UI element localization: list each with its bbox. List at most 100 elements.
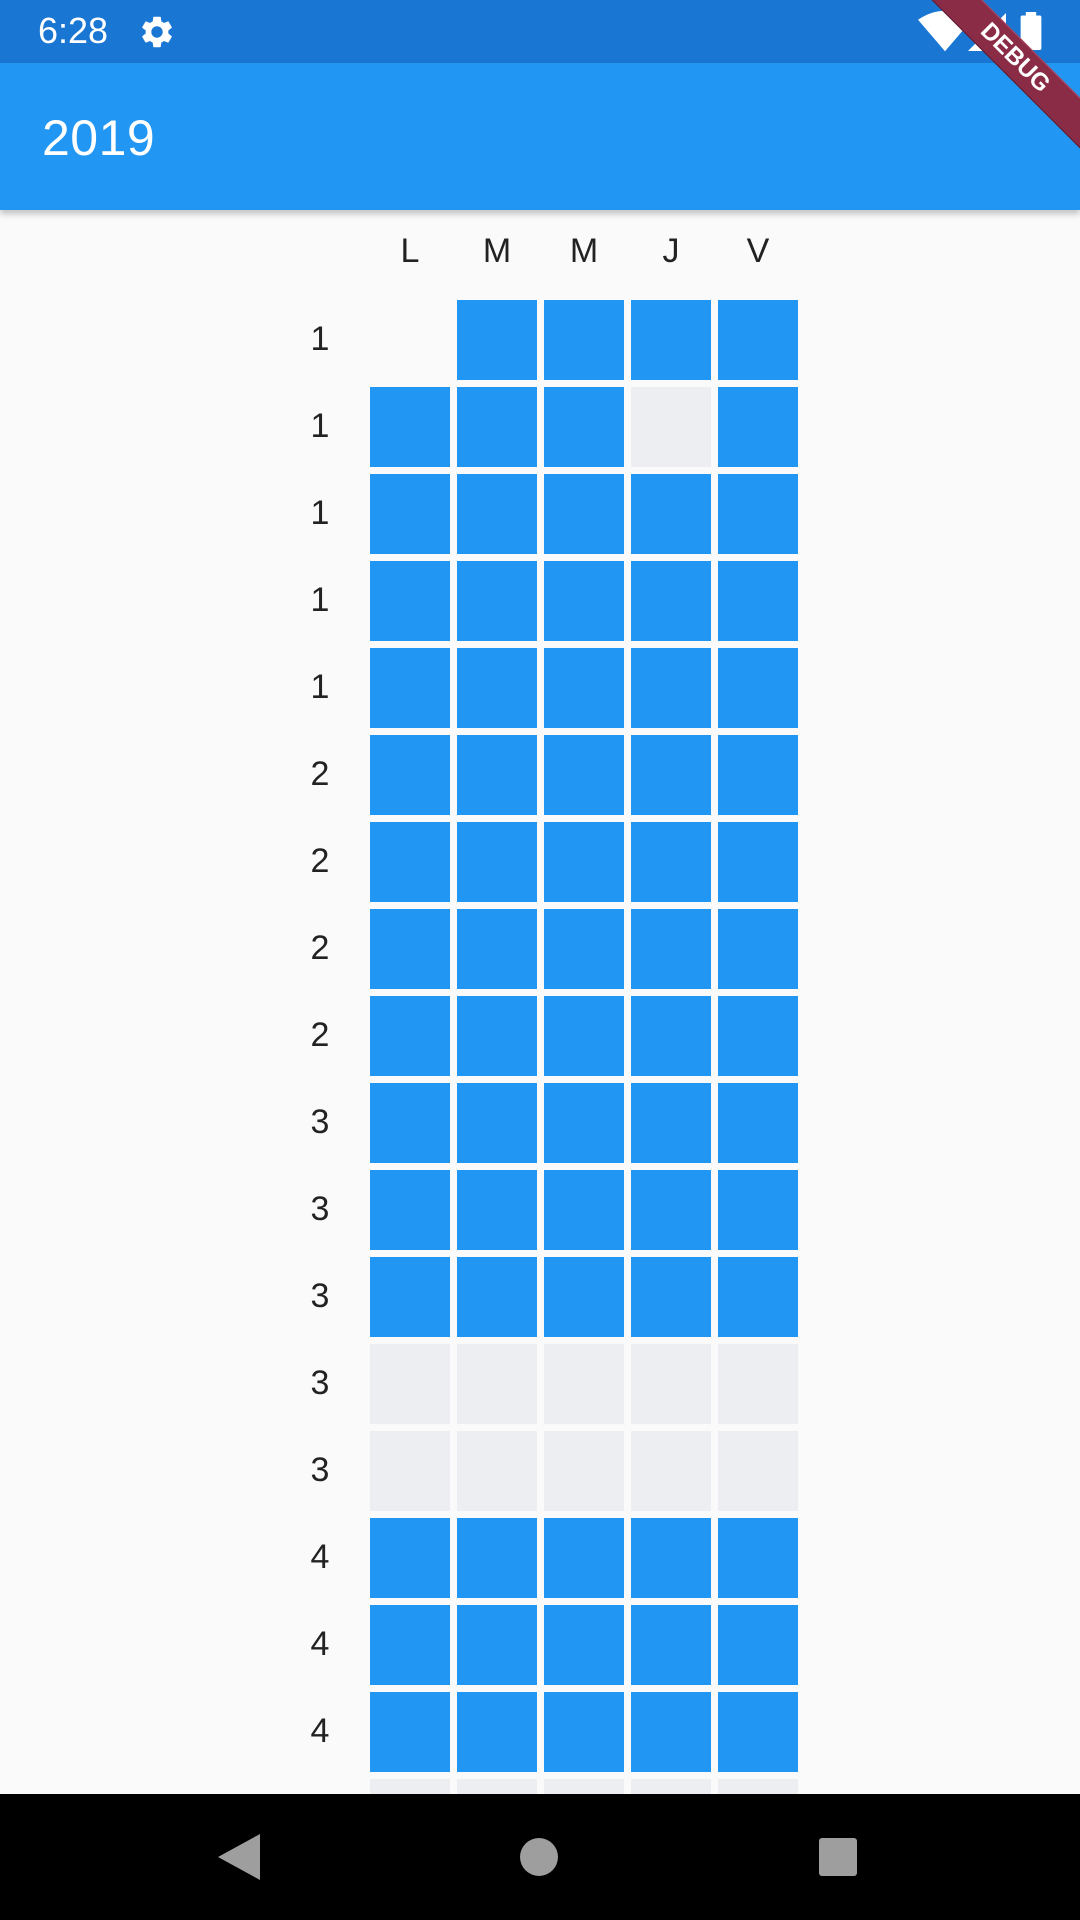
- day-cell-filled[interactable]: [631, 1692, 711, 1772]
- day-cell-empty[interactable]: [718, 1779, 798, 1794]
- day-cell-filled[interactable]: [457, 1605, 537, 1685]
- row-label: 3: [310, 1103, 330, 1141]
- day-cell-filled[interactable]: [544, 909, 624, 989]
- day-cell-filled[interactable]: [718, 1083, 798, 1163]
- day-cell-filled[interactable]: [718, 474, 798, 554]
- day-cell-filled[interactable]: [544, 1605, 624, 1685]
- day-cell-empty[interactable]: [631, 387, 711, 467]
- day-cell-empty[interactable]: [370, 1779, 450, 1794]
- day-cell-filled[interactable]: [631, 1257, 711, 1337]
- day-cell-filled[interactable]: [457, 822, 537, 902]
- day-cell-filled[interactable]: [544, 561, 624, 641]
- day-cell-empty[interactable]: [631, 1344, 711, 1424]
- day-cell-filled[interactable]: [370, 1518, 450, 1598]
- day-cell-filled[interactable]: [631, 735, 711, 815]
- day-cell-filled[interactable]: [718, 300, 798, 380]
- day-cell-empty[interactable]: [631, 1431, 711, 1511]
- day-cell-filled[interactable]: [370, 648, 450, 728]
- day-header: V: [746, 232, 770, 270]
- status-time: 6:28: [38, 10, 109, 51]
- day-cell-filled[interactable]: [457, 561, 537, 641]
- row-label: 3: [310, 1190, 330, 1228]
- day-cell-filled[interactable]: [544, 387, 624, 467]
- day-cell-filled[interactable]: [370, 735, 450, 815]
- day-cell-empty[interactable]: [544, 1344, 624, 1424]
- day-cell-empty[interactable]: [631, 1779, 711, 1794]
- day-cell-filled[interactable]: [457, 909, 537, 989]
- day-cell-empty[interactable]: [718, 1431, 798, 1511]
- day-cell-filled[interactable]: [631, 1083, 711, 1163]
- day-cell-filled[interactable]: [370, 996, 450, 1076]
- day-cell-filled[interactable]: [631, 648, 711, 728]
- day-cell-filled[interactable]: [370, 1692, 450, 1772]
- day-cell-empty[interactable]: [457, 1344, 537, 1424]
- day-cell-filled[interactable]: [370, 1083, 450, 1163]
- back-icon[interactable]: [218, 1834, 260, 1880]
- day-cell-filled[interactable]: [544, 1170, 624, 1250]
- home-icon[interactable]: [520, 1838, 558, 1876]
- day-cell-filled[interactable]: [718, 387, 798, 467]
- day-cell-filled[interactable]: [631, 300, 711, 380]
- day-cell-empty[interactable]: [370, 1344, 450, 1424]
- day-cell-filled[interactable]: [457, 300, 537, 380]
- day-cell-filled[interactable]: [631, 1518, 711, 1598]
- day-cell-filled[interactable]: [370, 474, 450, 554]
- day-cell-empty[interactable]: [370, 1431, 450, 1511]
- day-cell-filled[interactable]: [631, 1605, 711, 1685]
- day-cell-filled[interactable]: [544, 1257, 624, 1337]
- day-cell-empty[interactable]: [718, 1344, 798, 1424]
- day-cell-filled[interactable]: [544, 648, 624, 728]
- day-cell-empty[interactable]: [544, 1779, 624, 1794]
- day-cell-filled[interactable]: [631, 822, 711, 902]
- day-cell-filled[interactable]: [718, 822, 798, 902]
- day-cell-empty[interactable]: [457, 1431, 537, 1511]
- day-cell-filled[interactable]: [544, 1083, 624, 1163]
- day-cell-filled[interactable]: [370, 1170, 450, 1250]
- day-cell-filled[interactable]: [457, 648, 537, 728]
- row-label: 4: [310, 1712, 330, 1750]
- day-cell-filled[interactable]: [370, 909, 450, 989]
- day-cell-filled[interactable]: [544, 474, 624, 554]
- row-label: 1: [310, 581, 330, 619]
- day-cell-filled[interactable]: [457, 474, 537, 554]
- recents-icon[interactable]: [819, 1838, 857, 1876]
- day-cell-filled[interactable]: [457, 1692, 537, 1772]
- day-cell-filled[interactable]: [631, 996, 711, 1076]
- day-cell-filled[interactable]: [631, 474, 711, 554]
- day-cell-filled[interactable]: [544, 996, 624, 1076]
- day-cell-empty[interactable]: [544, 1431, 624, 1511]
- day-cell-filled[interactable]: [457, 1170, 537, 1250]
- day-cell-filled[interactable]: [718, 648, 798, 728]
- day-cell-filled[interactable]: [370, 1257, 450, 1337]
- day-cell-filled[interactable]: [544, 1692, 624, 1772]
- day-cell-filled[interactable]: [631, 561, 711, 641]
- day-cell-filled[interactable]: [370, 387, 450, 467]
- day-cell-filled[interactable]: [544, 300, 624, 380]
- day-cell-filled[interactable]: [457, 387, 537, 467]
- day-cell-filled[interactable]: [370, 822, 450, 902]
- day-cell-filled[interactable]: [718, 996, 798, 1076]
- day-cell-filled[interactable]: [718, 1257, 798, 1337]
- day-cell-filled[interactable]: [718, 1605, 798, 1685]
- day-cell-filled[interactable]: [544, 1518, 624, 1598]
- day-cell-filled[interactable]: [457, 1518, 537, 1598]
- day-cell-filled[interactable]: [370, 561, 450, 641]
- day-cell-filled[interactable]: [718, 1170, 798, 1250]
- day-cell-filled[interactable]: [718, 909, 798, 989]
- day-cell-filled[interactable]: [457, 735, 537, 815]
- day-cell-filled[interactable]: [544, 822, 624, 902]
- day-cell-filled[interactable]: [718, 735, 798, 815]
- day-cell-filled[interactable]: [457, 1257, 537, 1337]
- day-cell-filled[interactable]: [718, 1518, 798, 1598]
- day-cell-filled[interactable]: [457, 996, 537, 1076]
- day-cell-filled[interactable]: [718, 1692, 798, 1772]
- day-header: L: [400, 232, 420, 270]
- day-cell-filled[interactable]: [457, 1083, 537, 1163]
- day-cell-filled[interactable]: [631, 1170, 711, 1250]
- day-cell-filled[interactable]: [631, 909, 711, 989]
- day-cell-filled[interactable]: [718, 561, 798, 641]
- battery-icon: [1020, 12, 1042, 50]
- day-cell-filled[interactable]: [370, 1605, 450, 1685]
- day-cell-empty[interactable]: [457, 1779, 537, 1794]
- day-cell-filled[interactable]: [544, 735, 624, 815]
